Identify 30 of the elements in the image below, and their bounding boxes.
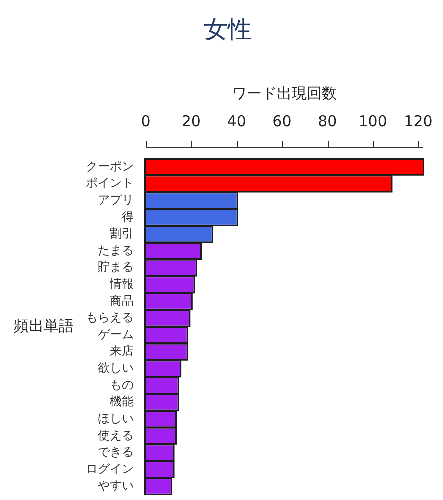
- x-axis-title: ワード出現回数: [232, 84, 337, 103]
- y-tick-label: 情報: [109, 277, 134, 291]
- y-tick-label: 得: [122, 210, 134, 224]
- y-tick-label: やすい: [98, 478, 134, 493]
- y-tick-label: もらえる: [86, 310, 134, 325]
- y-tick-label: 商品: [110, 294, 134, 308]
- y-tick-label: たまる: [98, 243, 134, 258]
- y-tick-label: できる: [98, 445, 134, 460]
- x-tick-label: 80: [318, 112, 338, 131]
- y-tick-label: 機能: [110, 394, 134, 409]
- y-tick-label: 使える: [98, 428, 134, 442]
- y-tick-label: 割引: [110, 226, 134, 241]
- x-tick-label: 20: [182, 112, 201, 131]
- y-tick-label: ゲーム: [98, 327, 134, 342]
- y-tick-label: 貯まる: [98, 260, 134, 274]
- y-tick-label: クーポン: [86, 159, 134, 174]
- y-tick-label: 来店: [110, 344, 134, 358]
- x-tick-label: 100: [358, 112, 388, 131]
- x-tick-label: 0: [141, 112, 151, 131]
- y-tick-label: もの: [110, 378, 134, 392]
- y-tick-label: 欲しい: [98, 361, 134, 376]
- y-tick-label: ポイント: [86, 176, 134, 190]
- x-tick-label: 60: [272, 112, 292, 131]
- x-tick-label: 120: [404, 112, 433, 131]
- y-tick-label: アプリ: [98, 192, 134, 207]
- y-axis-title: 頻出単語: [14, 316, 74, 335]
- y-tick-label: ログイン: [86, 462, 134, 476]
- chart-title: 女性: [204, 16, 252, 44]
- y-tick-label: ほしい: [98, 411, 134, 426]
- x-tick-label: 40: [227, 112, 246, 131]
